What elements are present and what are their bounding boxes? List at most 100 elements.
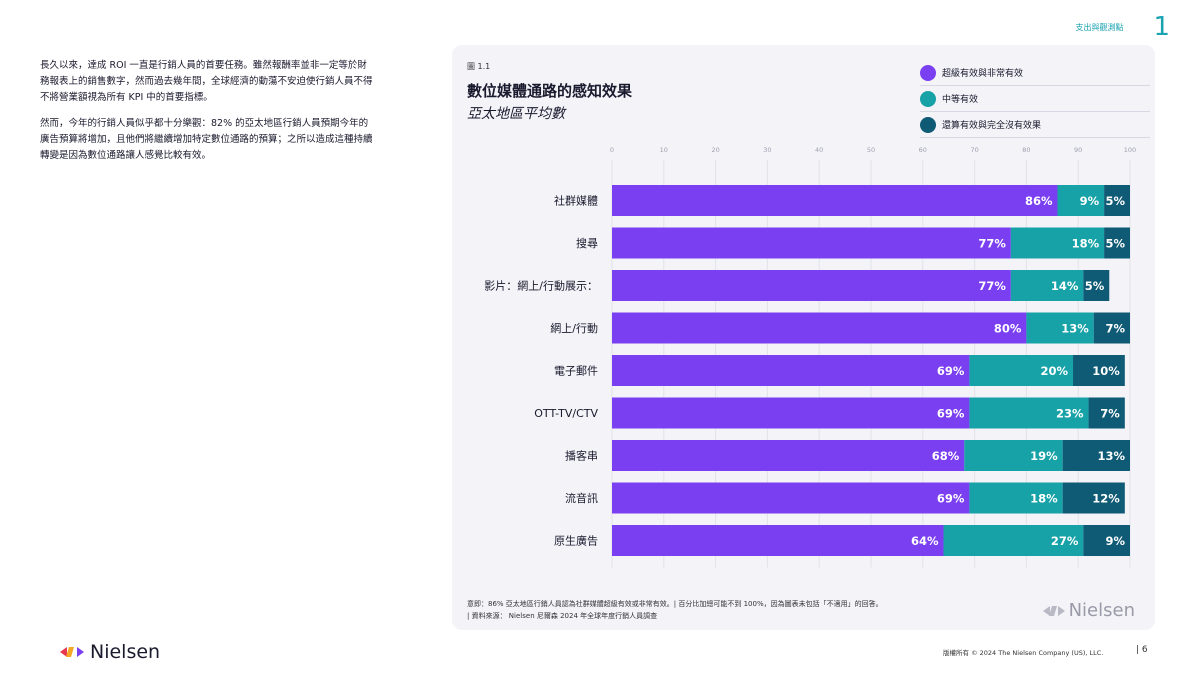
bar-segment: [612, 270, 1011, 301]
legend-label: 還算有效與完全沒有效果: [942, 121, 1042, 131]
legend-dot-teal: [920, 90, 936, 107]
footer-logo-text: Nielsen: [90, 641, 161, 663]
data-label: 86%: [1025, 194, 1053, 208]
x-tick-label: 30: [763, 146, 771, 154]
data-label: 18%: [1072, 237, 1100, 251]
bar-segment: [1073, 355, 1125, 386]
category-label: OTT-TV/CTV: [534, 407, 598, 420]
section-title: 支出與觀測點: [1075, 22, 1124, 32]
bar-segment: [969, 482, 1063, 514]
body-paragraph-1: 長久以來，達成 ROI 一直是行銷人員的首要任務。雖然報酬率並非一定等於財務報表…: [40, 60, 373, 103]
bar-segment: [964, 440, 1063, 471]
bar-segment: [1057, 185, 1105, 216]
bar-segment: [969, 397, 1089, 429]
data-label: 14%: [1051, 279, 1079, 293]
data-label: 69%: [937, 364, 965, 378]
figure-label: 圖 1.1: [467, 62, 491, 71]
data-label: 77%: [978, 279, 1006, 293]
bar-segment: [1104, 185, 1130, 216]
bar-segment: [612, 397, 970, 429]
bar-segment: [1010, 227, 1105, 259]
category-label: 搜尋: [576, 236, 598, 250]
figure-card: 圖 1.1 數位媒體通路的感知效果 亞太地區平均數 超級有效與非常有效 中等有效…: [452, 45, 1155, 630]
chart-legend: 超級有效與非常有效 中等有效 還算有效與完全沒有效果: [920, 60, 1150, 138]
category-label: 原生廣告: [554, 534, 598, 548]
data-label: 9%: [1080, 194, 1100, 208]
legend-label: 中等有效: [942, 95, 979, 105]
x-tick-label: 100: [1124, 146, 1136, 154]
data-label: 69%: [937, 407, 965, 421]
footnote-line-1: 意即：86% 亞太地區行銷人員認為社群媒體超級有效或非常有效。| 百分比加總可能…: [467, 600, 883, 608]
bar-segment: [969, 355, 1074, 386]
data-label: 7%: [1100, 407, 1120, 421]
category-label: 流音訊: [565, 491, 598, 505]
body-text: 長久以來，達成 ROI 一直是行銷人員的首要任務。雖然報酬率並非一定等於財務報表…: [40, 58, 375, 174]
card-nielsen-logo: Nielsen: [1042, 600, 1135, 621]
legend-label: 超級有效與非常有效: [942, 69, 1024, 79]
data-label: 12%: [1092, 492, 1120, 506]
data-label: 68%: [932, 449, 960, 463]
legend-item-low: 還算有效與完全沒有效果: [920, 112, 1150, 138]
bar-segment: [943, 525, 1084, 556]
data-label: 5%: [1105, 237, 1125, 251]
footer-nielsen-logo: Nielsen: [60, 641, 160, 663]
x-tick-label: 60: [919, 146, 927, 154]
bar-segment: [1062, 440, 1130, 471]
page-header: 支出與觀測點 1: [1075, 12, 1170, 42]
bar-segment: [612, 440, 965, 471]
category-label: 網上/行動: [550, 321, 598, 335]
data-label: 13%: [1097, 449, 1125, 463]
figure-title: 數位媒體通路的感知效果: [467, 82, 633, 100]
bar-segment: [612, 185, 1058, 216]
category-label: 電子郵件: [554, 365, 598, 378]
x-tick-label: 70: [970, 146, 978, 154]
bar-segment: [1088, 397, 1125, 429]
body-paragraph-2: 然而，今年的行銷人員似乎都十分樂觀：82% 的亞太地區行銷人員預期今年的廣告預算…: [40, 118, 373, 161]
data-label: 13%: [1061, 322, 1089, 336]
bar-segment: [1010, 270, 1084, 301]
x-tick-label: 80: [1022, 146, 1030, 154]
category-label: 社群媒體: [554, 194, 598, 208]
data-label: 20%: [1040, 364, 1068, 378]
figure-footnote: 意即：86% 亞太地區行銷人員認為社群媒體超級有效或非常有效。| 百分比加總可能…: [467, 598, 1027, 622]
x-tick-label: 90: [1074, 146, 1082, 154]
category-label: 播客串: [565, 449, 598, 463]
card-logo-text: Nielsen: [1068, 600, 1135, 621]
legend-dot-purple: [920, 64, 936, 81]
bar-segment: [612, 525, 944, 556]
data-label: 5%: [1085, 279, 1105, 293]
legend-dot-navy: [920, 116, 936, 133]
nielsen-mark-icon: [60, 647, 84, 657]
data-label: 69%: [937, 492, 965, 506]
x-tick-label: 0: [610, 146, 614, 154]
bar-segment: [612, 482, 970, 514]
category-label: 影片：網上/行動展示：: [484, 279, 598, 293]
section-number: 1: [1153, 12, 1170, 42]
nielsen-mark-icon: [1042, 605, 1065, 616]
data-label: 5%: [1105, 194, 1125, 208]
figure-subtitle: 亞太地區平均數: [467, 106, 565, 122]
bar-segment: [612, 312, 1027, 344]
legend-item-high: 超級有效與非常有效: [920, 60, 1150, 86]
x-tick-label: 20: [711, 146, 719, 154]
footnote-line-2: | 資料來源： Nielsen 尼爾森 2024 年全球年度行銷人員調查: [467, 612, 658, 620]
data-label: 9%: [1105, 534, 1125, 548]
data-label: 23%: [1056, 407, 1084, 421]
bar-segment: [1104, 227, 1130, 259]
bar-segment: [1062, 482, 1125, 514]
data-label: 7%: [1105, 322, 1125, 336]
data-label: 18%: [1030, 492, 1058, 506]
stacked-bar-chart: 0 10 20 30 40 50 60 70 80 90 100 社群媒體 86% 9% 5% 搜尋 77% 18…: [484, 146, 1136, 568]
bar-segment: [1093, 312, 1130, 344]
legend-item-medium: 中等有效: [920, 86, 1150, 112]
data-label: 10%: [1092, 364, 1120, 378]
bar-segment: [1026, 312, 1094, 344]
bar-segment: [1083, 270, 1110, 301]
page-number: | 6: [1136, 645, 1148, 655]
data-label: 77%: [978, 237, 1006, 251]
data-label: 64%: [911, 534, 939, 548]
x-tick-label: 40: [815, 146, 823, 154]
x-tick-label: 10: [660, 146, 668, 154]
data-label: 27%: [1051, 534, 1079, 548]
data-label: 19%: [1030, 449, 1058, 463]
